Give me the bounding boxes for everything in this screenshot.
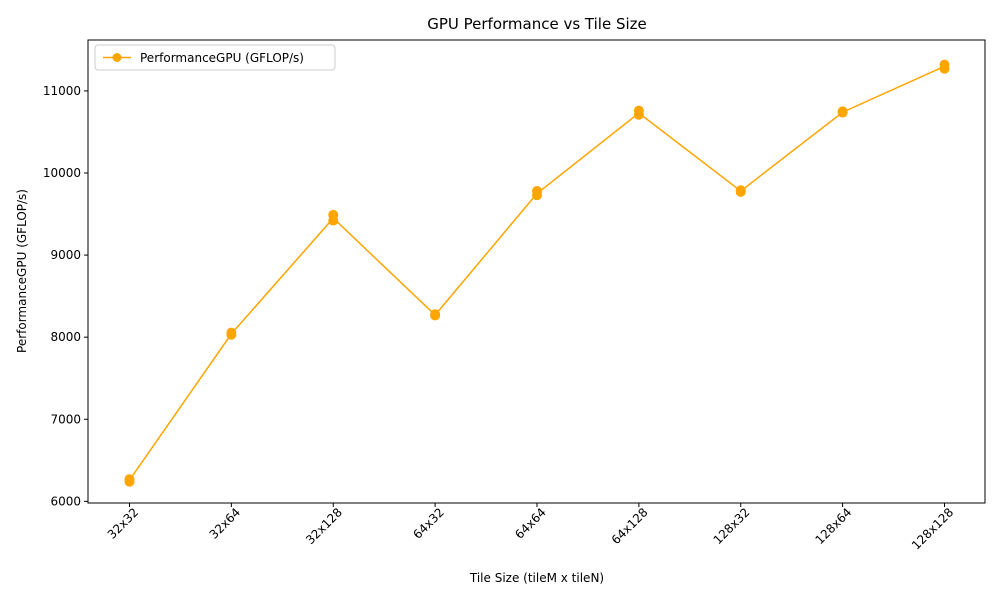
legend-marker: [112, 53, 122, 62]
data-point: [735, 186, 746, 197]
data-point: [226, 329, 237, 340]
x-tick-label: 128x128: [909, 505, 956, 552]
y-tick-label: 9000: [50, 248, 81, 262]
x-tick-label: 32x64: [207, 505, 244, 542]
x-tick-label: 64x32: [410, 505, 447, 542]
y-tick-label: 6000: [50, 494, 81, 508]
legend: PerformanceGPU (GFLOP/s): [94, 44, 336, 71]
y-tick-label: 7000: [50, 412, 81, 426]
x-tick-label: 128x32: [711, 505, 753, 547]
x-tick-label: 64x64: [512, 505, 549, 542]
data-point: [532, 190, 542, 201]
legend-box: [94, 44, 336, 71]
data-point: [633, 109, 644, 120]
data-point: [939, 63, 950, 74]
y-tick-label: 10000: [43, 166, 81, 180]
y-tick-label: 8000: [50, 330, 81, 344]
data-point: [124, 476, 135, 487]
data-point: [328, 215, 339, 226]
legend-label: PerformanceGPU (GFLOP/s): [140, 51, 304, 65]
data-point: [837, 107, 848, 118]
x-tick-label: 64x128: [609, 505, 651, 547]
x-tick-label: 128x64: [812, 505, 854, 547]
x-tick-label: 32x128: [303, 505, 345, 547]
series-line: [128, 65, 945, 481]
x-axis-label: Tile Size (tileM x tileN): [469, 571, 604, 585]
plot-area: [124, 59, 950, 487]
chart-title: GPU Performance vs Tile Size: [427, 15, 647, 33]
x-tick-label: 32x32: [105, 505, 142, 542]
y-tick-label: 11000: [43, 84, 81, 98]
y-axis-label: PerformanceGPU (GFLOP/s): [15, 189, 29, 353]
data-point: [430, 310, 441, 321]
